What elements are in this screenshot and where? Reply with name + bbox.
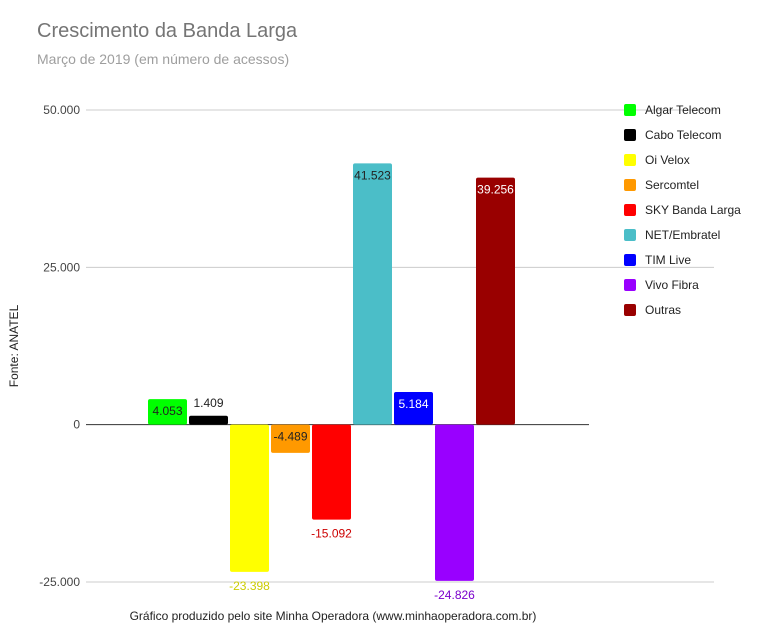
legend-label: Outras	[645, 303, 682, 317]
x-axis-label: Gráfico produzido pelo site Minha Operad…	[129, 609, 537, 623]
legend-swatch	[624, 254, 636, 266]
legend-label: Cabo Telecom	[645, 128, 722, 142]
legend-swatch	[624, 154, 636, 166]
y-tick-label: 25.000	[43, 260, 80, 274]
y-tick-label: -25.000	[39, 575, 80, 589]
chart-title: Crescimento da Banda Larga	[37, 20, 298, 42]
data-label: 41.523	[354, 168, 391, 182]
data-label: 4.053	[152, 404, 182, 418]
bar	[435, 424, 474, 581]
data-label: 5.184	[398, 397, 428, 411]
data-label: -4.489	[273, 430, 307, 444]
bar	[476, 177, 515, 425]
data-label: 39.256	[477, 183, 514, 197]
bar	[312, 424, 351, 520]
chart-subtitle: Março de 2019 (em número de acessos)	[37, 51, 290, 67]
bar	[189, 415, 228, 425]
legend-swatch	[624, 129, 636, 141]
legend-swatch	[624, 104, 636, 116]
bar	[230, 424, 269, 572]
y-tick-label: 50.000	[43, 103, 80, 117]
y-tick-label: 0	[73, 418, 80, 432]
legend-swatch	[624, 179, 636, 191]
bar	[353, 163, 392, 425]
legend-label: NET/Embratel	[645, 228, 721, 242]
bar	[271, 424, 310, 453]
data-label: -15.092	[311, 527, 352, 541]
legend-label: Vivo Fibra	[645, 278, 699, 292]
legend-label: Sercomtel	[645, 178, 700, 192]
data-label: 1.409	[193, 396, 223, 410]
legend-label: Oi Velox	[645, 153, 690, 167]
legend-swatch	[624, 304, 636, 316]
legend-label: TIM Live	[645, 253, 692, 267]
legend-swatch	[624, 229, 636, 241]
legend-label: SKY Banda Larga	[645, 203, 741, 217]
data-label: -23.398	[229, 579, 270, 593]
legend-label: Algar Telecom	[645, 103, 721, 117]
legend-swatch	[624, 204, 636, 216]
data-label: -24.826	[434, 588, 475, 602]
bar	[148, 399, 187, 425]
bar	[394, 392, 433, 425]
legend-swatch	[624, 279, 636, 291]
